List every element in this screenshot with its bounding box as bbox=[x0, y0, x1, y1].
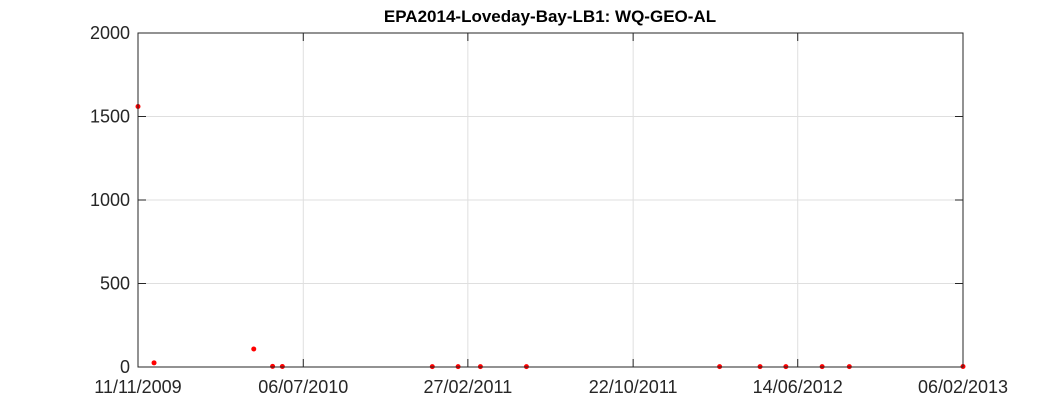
x-tick-label: 14/06/2012 bbox=[753, 377, 843, 397]
chart-title: EPA2014-Loveday-Bay-LB1: WQ-GEO-AL bbox=[384, 7, 716, 26]
data-points bbox=[135, 103, 966, 370]
grid-lines bbox=[138, 33, 963, 367]
data-point bbox=[270, 363, 276, 369]
y-tick-label: 0 bbox=[120, 357, 130, 377]
data-point bbox=[151, 360, 157, 366]
y-tick-label: 1500 bbox=[90, 107, 130, 127]
x-tick-label: 06/02/2013 bbox=[918, 377, 1008, 397]
data-point bbox=[251, 346, 257, 352]
y-axis-tick-labels: 0 500 1000 1500 2000 bbox=[90, 23, 130, 377]
y-tick-label: 1000 bbox=[90, 190, 130, 210]
tick-marks bbox=[137, 32, 964, 368]
y-tick-label: 500 bbox=[100, 274, 130, 294]
x-tick-label: 06/07/2010 bbox=[258, 377, 348, 397]
x-tick-label: 27/02/2011 bbox=[423, 377, 512, 397]
y-tick-label: 2000 bbox=[90, 23, 130, 43]
x-axis-tick-labels: 11/11/2009 06/07/2010 27/02/2011 22/10/2011… bbox=[94, 377, 1008, 397]
x-tick-label: 11/11/2009 bbox=[94, 377, 181, 397]
data-point bbox=[279, 363, 285, 369]
x-tick-label: 22/10/2011 bbox=[589, 377, 678, 397]
